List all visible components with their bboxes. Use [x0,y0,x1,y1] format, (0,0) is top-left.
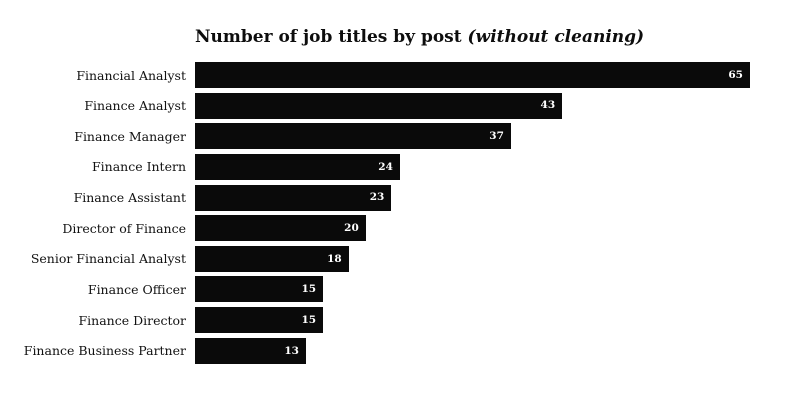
category-label: Senior Financial Analyst [30,251,186,267]
value-label: 65 [728,68,743,81]
bar: 15 [195,307,324,334]
bar-row: Senior Financial Analyst 18 [0,245,760,272]
bar-row: Director of Finance 20 [0,215,760,242]
bar-track: 24 [195,153,750,180]
bar-row: Finance Intern 24 [0,153,760,180]
plot-area: Financial Analyst 65 Finance Analyst 43 Fina… [0,62,760,368]
bar: 65 [195,62,750,88]
category-label: Financial Analyst [76,67,186,83]
bar: 15 [195,276,324,303]
bar-track: 37 [195,123,750,150]
category-label: Finance Director [78,312,186,328]
bar: 13 [195,337,306,364]
value-label: 37 [489,130,504,143]
value-label: 43 [540,99,556,112]
bar: 37 [195,123,511,150]
category-label: Director of Finance [62,220,186,236]
bar: 43 [195,92,563,119]
bar-track: 43 [195,92,750,119]
bar-track: 15 [195,276,750,303]
category-label: Finance Officer [87,281,186,297]
bar-row: Finance Analyst 43 [0,92,760,119]
bar: 24 [195,153,400,180]
bar-row: Finance Manager 37 [0,123,760,150]
value-label: 20 [344,221,359,234]
bar-track: 23 [195,184,750,211]
category-label: Finance Assistant [73,190,186,206]
bar-row: Finance Officer 15 [0,276,760,303]
category-label: Finance Intern [91,159,186,175]
bar-track: 65 [195,62,750,88]
bar-track: 15 [195,307,750,334]
bar: 23 [195,184,392,211]
bar-row: Finance Assistant 23 [0,184,760,211]
bar: 20 [195,215,366,242]
value-label: 23 [369,191,385,204]
bar: 18 [195,245,349,272]
bar-track: 13 [195,337,750,364]
chart-title-main: Number of job titles by post [195,27,462,47]
bar-row: Financial Analyst 65 [0,62,760,88]
value-label: 15 [301,283,317,296]
chart-title-italic-suffix: (without cleaning) [461,27,645,47]
category-label: Finance Business Partner [23,343,186,359]
chart-title: Number of job titles by post (without cl… [195,26,644,48]
bar-track: 18 [195,245,750,272]
value-label: 24 [378,160,393,173]
category-label: Finance Manager [74,128,186,144]
category-label: Finance Analyst [84,98,186,114]
value-label: 15 [301,313,317,326]
bar-row: Finance Director 15 [0,307,760,334]
value-label: 13 [284,344,299,357]
bar-track: 20 [195,215,750,242]
value-label: 18 [327,252,342,265]
bar-row: Finance Business Partner 13 [0,337,760,364]
